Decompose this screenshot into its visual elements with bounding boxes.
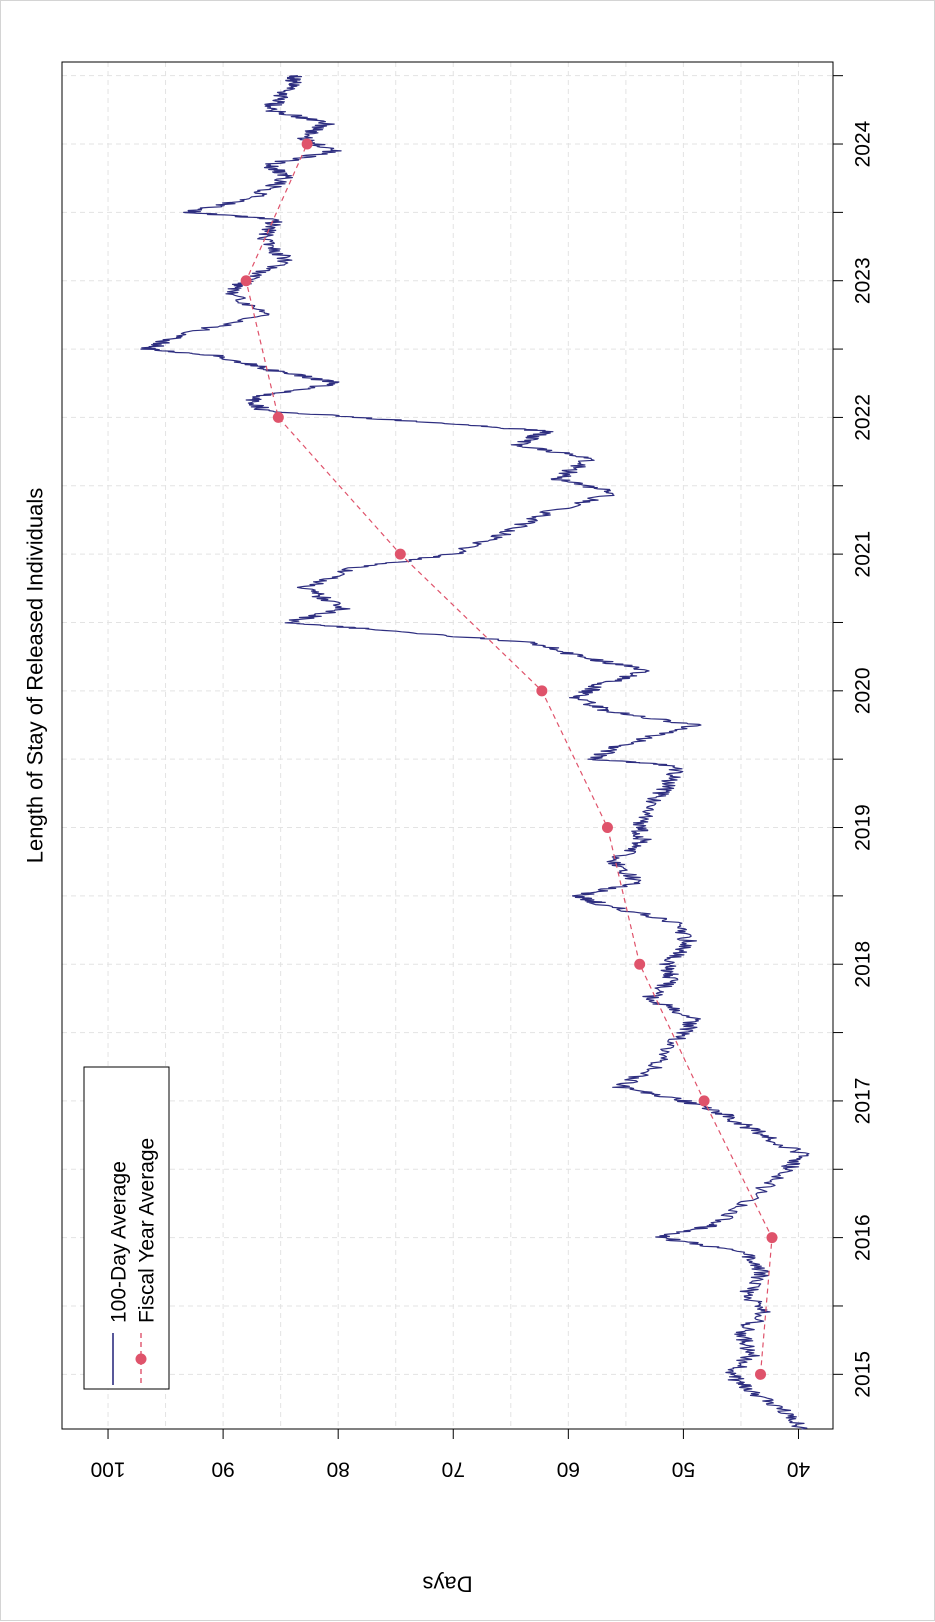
y-tick-label: 100 <box>91 1458 126 1481</box>
legend-box <box>83 1066 170 1390</box>
x-tick-label: 2020 <box>852 667 875 714</box>
x-tick-label: 2023 <box>852 257 875 304</box>
fiscal-year-point <box>634 958 646 970</box>
y-tick-label: 80 <box>326 1458 349 1481</box>
fiscal-year-point <box>301 138 313 150</box>
fiscal-year-point <box>394 548 406 560</box>
x-tick-label: 2022 <box>852 394 875 441</box>
y-axis-title: Days <box>422 1572 472 1597</box>
legend-label-fiscal: Fiscal Year Average <box>136 1138 159 1323</box>
y-tick-label: 90 <box>211 1458 234 1481</box>
x-tick-label: 2016 <box>852 1214 875 1261</box>
x-tick-label: 2015 <box>852 1351 875 1398</box>
x-tick-label: 2017 <box>852 1078 875 1125</box>
legend-label-100-day: 100-Day Average <box>108 1161 131 1323</box>
x-tick-label: 2018 <box>852 941 875 988</box>
legend-marker-fiscal <box>135 1353 147 1365</box>
x-tick-label: 2024 <box>852 120 875 167</box>
fiscal-year-point <box>536 685 548 697</box>
fiscal-year-point <box>240 275 252 287</box>
x-tick-label: 2019 <box>852 804 875 851</box>
series-fiscal-year-average-line <box>245 143 773 1375</box>
y-tick-label: 40 <box>787 1458 810 1481</box>
fiscal-year-point <box>766 1232 778 1244</box>
y-tick-label: 70 <box>442 1458 465 1481</box>
y-tick-label: 50 <box>672 1458 695 1481</box>
series-100-day-average-line <box>140 75 810 1430</box>
x-tick-label: 2021 <box>852 531 875 578</box>
y-tick-label: 60 <box>557 1458 580 1481</box>
fiscal-year-point <box>272 411 284 423</box>
plot-border <box>61 61 834 1430</box>
fiscal-year-point <box>601 822 613 834</box>
fiscal-year-point <box>698 1095 710 1107</box>
fiscal-year-point <box>755 1368 767 1380</box>
chart-title: Length of Stay of Released Individuals <box>23 488 48 863</box>
